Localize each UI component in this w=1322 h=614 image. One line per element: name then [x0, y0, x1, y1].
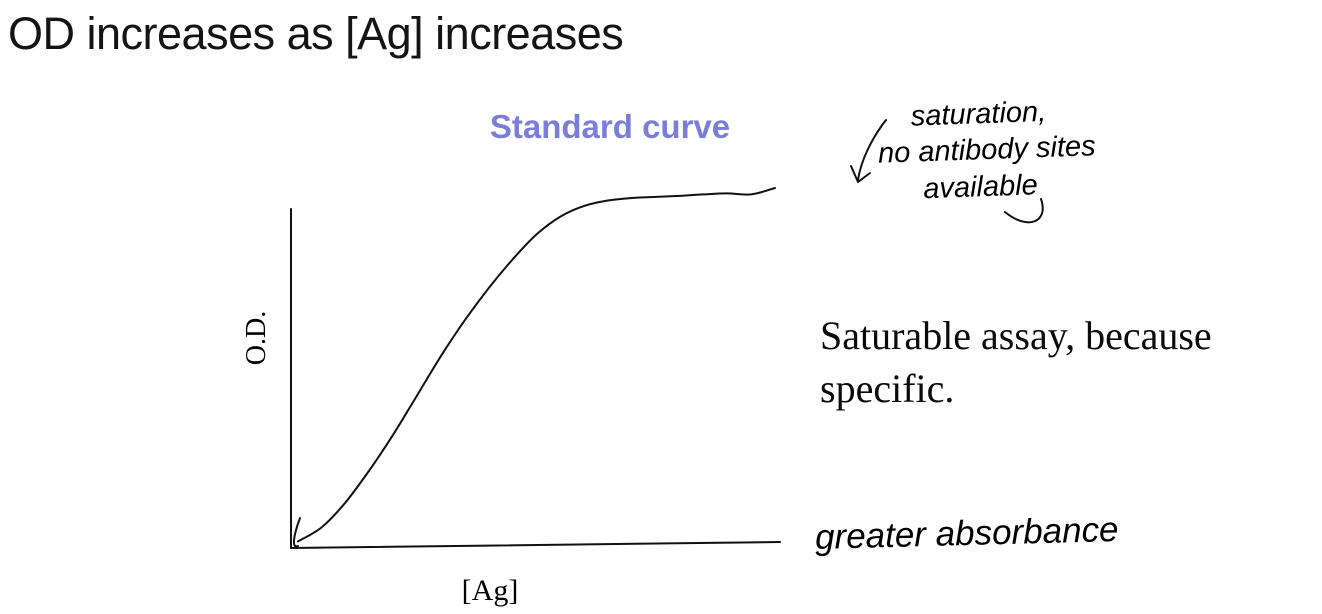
saturation-arrow	[857, 119, 887, 181]
available-swoosh	[1004, 198, 1044, 224]
standard-curve-line	[297, 187, 776, 543]
origin-hook-stroke	[292, 517, 301, 548]
page-title: OD increases as [Ag] increases	[8, 8, 624, 59]
saturation-note-line2: no antibody sites	[877, 130, 1097, 171]
handwritten-absorbance-note: greater absorbance	[814, 510, 1119, 557]
x-axis	[290, 541, 781, 549]
x-axis-label: [Ag]	[461, 574, 519, 607]
saturation-note-line3: available	[922, 168, 1039, 205]
saturable-assay-line1: Saturable assay, because	[820, 313, 1212, 358]
saturable-assay-line2: specific.	[820, 365, 955, 411]
saturable-assay-text: Saturable assay, because specific.	[820, 310, 1212, 416]
chart-title: Standard curve	[489, 108, 731, 145]
handwritten-saturation-note: saturation, no antibody sites available	[876, 92, 1097, 208]
saturation-arrowhead	[850, 165, 871, 183]
